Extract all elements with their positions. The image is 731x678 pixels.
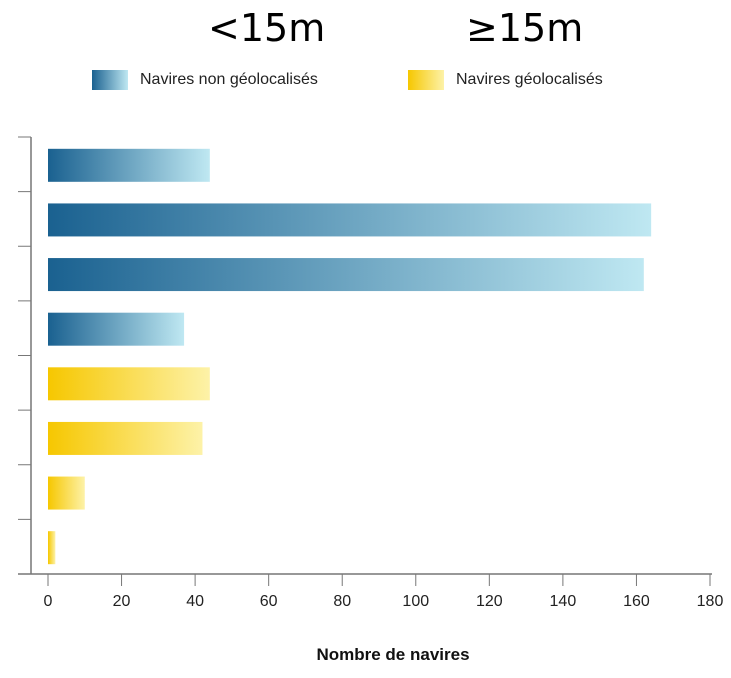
- x-tick-label: 20: [113, 593, 131, 610]
- x-tick-label: 140: [550, 593, 577, 610]
- chart-axes: 0 20 40 60 80 100 120 140 160 180: [18, 136, 724, 610]
- bar-4: [48, 367, 210, 401]
- bar-5: [48, 421, 203, 455]
- legend-label-geolocated: Navires géolocalisés: [456, 71, 603, 88]
- header-label-under-15m: <15m: [208, 6, 326, 50]
- bar-0: [48, 148, 210, 182]
- bar-6: [48, 476, 85, 510]
- x-tick-label: 0: [44, 593, 53, 610]
- legend-label-non-geolocated: Navires non géolocalisés: [140, 71, 318, 88]
- legend-swatch-geolocated: [408, 70, 444, 90]
- x-tick-label: 160: [623, 593, 650, 610]
- bar-7: [48, 531, 56, 565]
- x-tick-label: 60: [260, 593, 278, 610]
- header-label-15m-and-over: ≥15m: [466, 6, 584, 50]
- x-tick-label: 40: [186, 593, 204, 610]
- bar-1: [48, 203, 652, 237]
- bar-3: [48, 312, 185, 346]
- bar-2: [48, 258, 644, 292]
- chart-bars: [48, 148, 652, 565]
- x-tick-label: 100: [402, 593, 429, 610]
- x-tick-label: 80: [333, 593, 351, 610]
- legend-item-non-geolocated: Navires non géolocalisés: [92, 70, 318, 90]
- x-tick-label: 180: [697, 593, 724, 610]
- x-axis-title: Nombre de navires: [316, 645, 469, 664]
- legend-item-geolocated: Navires géolocalisés: [408, 70, 603, 90]
- x-tick-label: 120: [476, 593, 503, 610]
- legend-swatch-non-geolocated: [92, 70, 128, 90]
